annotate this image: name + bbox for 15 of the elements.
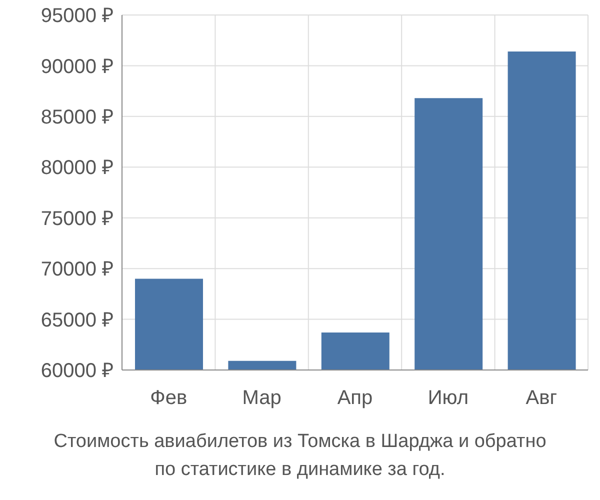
text: Стоимость авиабилетов из Томска в Шарджа и обратно bbox=[52, 430, 548, 454]
y-tick-label: 90000 ₽ bbox=[40, 56, 114, 78]
x-tick-label: Апр bbox=[337, 387, 373, 410]
x-tick-label: Авг bbox=[526, 387, 558, 410]
y-tick-label: 85000 ₽ bbox=[40, 106, 114, 129]
y-tick-label: 80000 ₽ bbox=[40, 157, 114, 180]
y-tick-label: 60000 ₽ bbox=[40, 360, 114, 382]
y-tick-label: 95000 ₽ bbox=[40, 5, 114, 28]
x-tick-label: Июл bbox=[428, 387, 469, 410]
y-tick-label: 65000 ₽ bbox=[40, 309, 114, 332]
y-tick-label: 75000 ₽ bbox=[40, 208, 114, 230]
y-tick-label: 70000 ₽ bbox=[40, 258, 114, 281]
x-tick-label: Фев bbox=[150, 387, 188, 410]
text: по статистике в динамике за год. bbox=[154, 458, 446, 482]
x-tick-label: Мар bbox=[242, 387, 282, 410]
